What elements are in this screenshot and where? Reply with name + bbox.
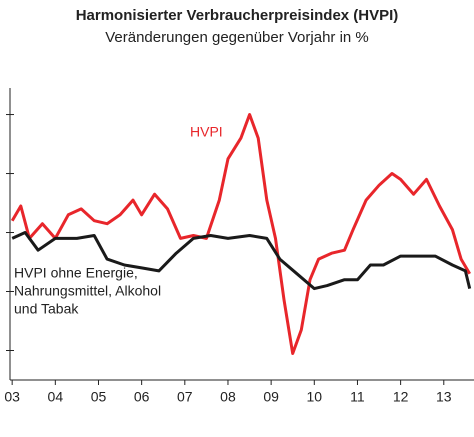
legend-label: HVPI bbox=[190, 124, 223, 140]
x-tick-label: 13 bbox=[436, 389, 452, 405]
x-tick-label: 06 bbox=[134, 389, 150, 405]
legend-label: und Tabak bbox=[14, 301, 79, 317]
x-tick-label: 03 bbox=[4, 389, 20, 405]
line bbox=[11, 231, 472, 291]
chart-title: Harmonisierter Verbraucherpreisindex (HV… bbox=[76, 7, 399, 24]
x-tick-label: 12 bbox=[393, 389, 409, 405]
x-tick-label: 08 bbox=[220, 389, 236, 405]
chart-subtitle: Veränderungen gegenüber Vorjahr in % bbox=[105, 29, 369, 46]
legend-label: HVPI ohne Energie, bbox=[14, 265, 138, 281]
line bbox=[10, 113, 471, 355]
x-tick-label: 07 bbox=[177, 389, 193, 405]
legend-label: Nahrungsmittel, Alkohol bbox=[14, 283, 161, 299]
x-tick-label: 04 bbox=[48, 389, 64, 405]
x-tick-label: 09 bbox=[263, 389, 279, 405]
x-tick-label: 11 bbox=[350, 389, 365, 405]
x-tick-label: 10 bbox=[307, 389, 323, 405]
x-tick-label: 05 bbox=[91, 389, 107, 405]
